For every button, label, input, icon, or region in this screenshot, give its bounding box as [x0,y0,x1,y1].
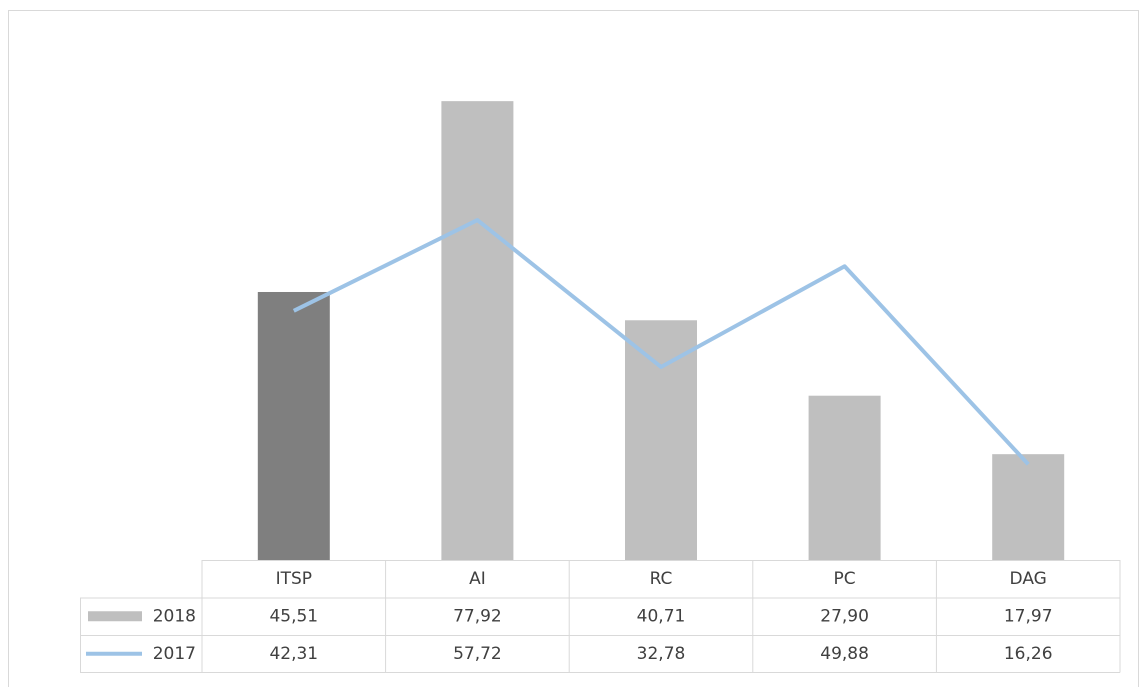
table-value: 17,97 [1004,606,1053,626]
category-label: ITSP [276,569,312,589]
table-value: 49,88 [820,644,869,664]
legend-swatch [88,611,142,622]
table-value: 42,31 [269,644,318,664]
category-label: DAG [1010,569,1047,589]
bar [257,291,330,560]
chart-frame [8,10,1139,687]
table-value: 77,92 [453,606,502,626]
legend-label: 2017 [153,644,196,664]
bar [808,395,881,560]
table-value: 32,78 [637,644,686,664]
category-label: PC [834,569,856,589]
table-value: 40,71 [637,606,686,626]
bar [625,320,697,560]
bar [441,101,514,560]
category-label: RC [650,569,673,589]
table-value: 16,26 [1004,644,1053,664]
line [292,218,1030,466]
legend-label: 2018 [153,606,196,626]
table-value: 27,90 [820,606,869,626]
bar [992,454,1065,560]
table-value: 57,72 [453,644,502,664]
category-label: AI [469,569,486,589]
table-value: 45,51 [269,606,318,626]
